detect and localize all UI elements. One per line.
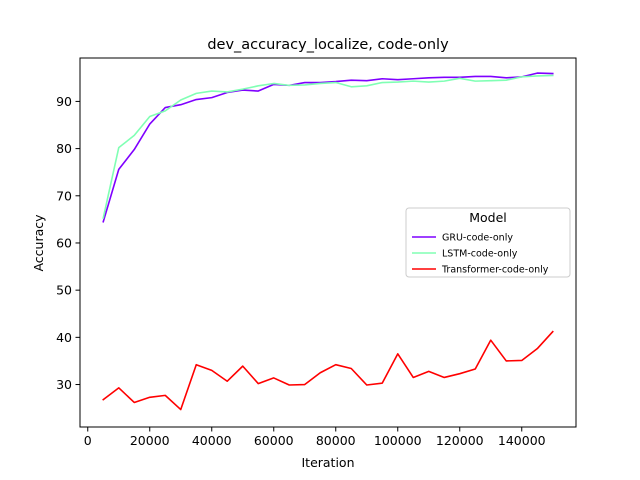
y-tick-label: 40 [56, 330, 72, 345]
x-tick-label: 100000 [374, 433, 422, 448]
x-tick-label: 40000 [192, 433, 232, 448]
series-line-lstm-code-only [102, 74, 554, 219]
series-line-transformer-code-only [102, 330, 554, 411]
y-tick-label: 70 [56, 188, 72, 203]
x-tick-label: 20000 [130, 433, 170, 448]
x-tick-label: 120000 [436, 433, 484, 448]
y-tick-label: 30 [56, 377, 72, 392]
x-axis-label: Iteration [301, 455, 354, 470]
legend-label: GRU-code-only [442, 233, 513, 244]
x-axis: 0 20000 40000 60000 80000 100000 120000 140000 [84, 427, 546, 448]
legend-label: LSTM-code-only [442, 249, 518, 260]
y-tick-label: 60 [56, 235, 72, 250]
legend-frame [405, 207, 571, 278]
x-tick-label: 80000 [316, 433, 356, 448]
y-tick-label: 50 [56, 283, 72, 298]
y-tick-label: 80 [56, 141, 72, 156]
legend-title: Model [469, 210, 507, 225]
x-tick-label: 60000 [254, 433, 294, 448]
legend-entries: GRU-code-only LSTM-code-only Transformer-c… [412, 233, 549, 276]
plot-area [102, 72, 554, 411]
chart-title: dev_accuracy_localize, code-only [207, 37, 449, 53]
x-tick-label: 140000 [498, 433, 546, 448]
legend-label: Transformer-code-only [441, 265, 549, 276]
legend: Model GRU-code-only LSTM-code-only Transfo… [405, 207, 571, 278]
x-tick-label: 0 [84, 433, 92, 448]
series-line-gru-code-only [102, 72, 554, 223]
y-tick-label: 90 [56, 94, 72, 109]
y-axis-label: Accuracy [31, 214, 46, 272]
y-axis: 30 40 50 60 70 80 90 [56, 94, 80, 392]
plot-frame [79, 57, 577, 428]
